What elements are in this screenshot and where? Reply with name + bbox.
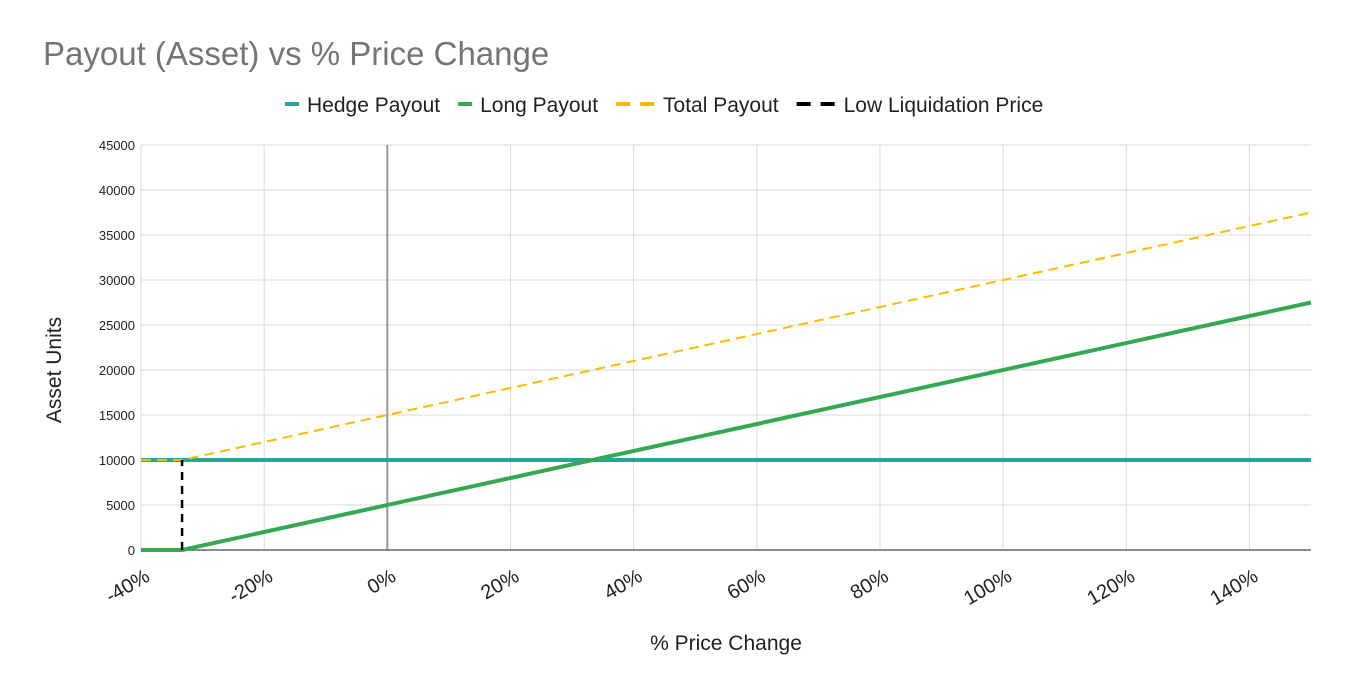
y-tick-label: 25000 [99, 318, 135, 333]
y-tick-label: 0 [128, 543, 135, 558]
y-tick-label: 40000 [99, 183, 135, 198]
y-tick-label: 20000 [99, 363, 135, 378]
y-axis-label: Asset Units [43, 317, 66, 423]
x-tick-label: 60% [724, 565, 770, 604]
legend-label: Hedge Payout [307, 94, 440, 117]
y-tick-label: 10000 [99, 453, 135, 468]
x-axis-label: % Price Change [650, 632, 802, 655]
x-tick-label: -40% [102, 565, 154, 608]
y-tick-label: 35000 [99, 228, 135, 243]
y-tick-label: 5000 [106, 498, 135, 513]
y-tick-label: 15000 [99, 408, 135, 423]
x-tick-label: 100% [960, 565, 1015, 610]
x-tick-label: 120% [1083, 565, 1138, 610]
x-tick-label: -20% [225, 565, 277, 608]
y-tick-label: 45000 [99, 138, 135, 153]
x-tick-label: 140% [1207, 565, 1262, 610]
series-line-total-payout [141, 211, 1312, 461]
legend-label: Total Payout [663, 94, 779, 117]
legend-label: Long Payout [480, 94, 598, 117]
y-tick-label: 30000 [99, 273, 135, 288]
series-line-long-payout [141, 300, 1312, 552]
x-tick-label: 40% [600, 565, 646, 604]
chart-title: Payout (Asset) vs % Price Change [43, 35, 549, 72]
x-tick-label: 80% [847, 565, 893, 604]
x-tick-label: 20% [477, 565, 523, 604]
legend-label: Low Liquidation Price [844, 94, 1044, 117]
x-tick-label: 0% [364, 565, 400, 599]
